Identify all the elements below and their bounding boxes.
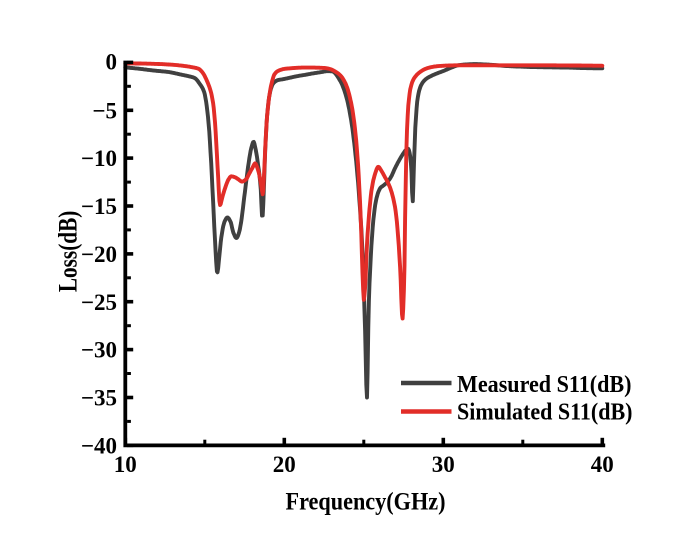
svg-text:Loss(dB): Loss(dB) — [54, 211, 83, 293]
svg-text:30: 30 — [432, 452, 455, 477]
svg-text:10: 10 — [114, 452, 137, 477]
svg-text:20: 20 — [273, 452, 296, 477]
svg-text:40: 40 — [591, 452, 614, 477]
svg-text:0: 0 — [106, 50, 118, 75]
svg-text:−40: −40 — [81, 433, 117, 458]
svg-text:Frequency(GHz): Frequency(GHz) — [286, 488, 446, 515]
svg-text:Measured S11(dB): Measured S11(dB) — [457, 372, 632, 398]
svg-text:−15: −15 — [81, 194, 117, 219]
svg-text:−10: −10 — [81, 146, 117, 171]
svg-text:−25: −25 — [81, 290, 117, 315]
svg-text:−35: −35 — [81, 386, 117, 411]
svg-text:Simulated S11(dB): Simulated S11(dB) — [457, 399, 633, 425]
svg-text:−30: −30 — [81, 338, 117, 363]
svg-text:−20: −20 — [81, 242, 117, 267]
svg-text:−5: −5 — [92, 98, 117, 123]
